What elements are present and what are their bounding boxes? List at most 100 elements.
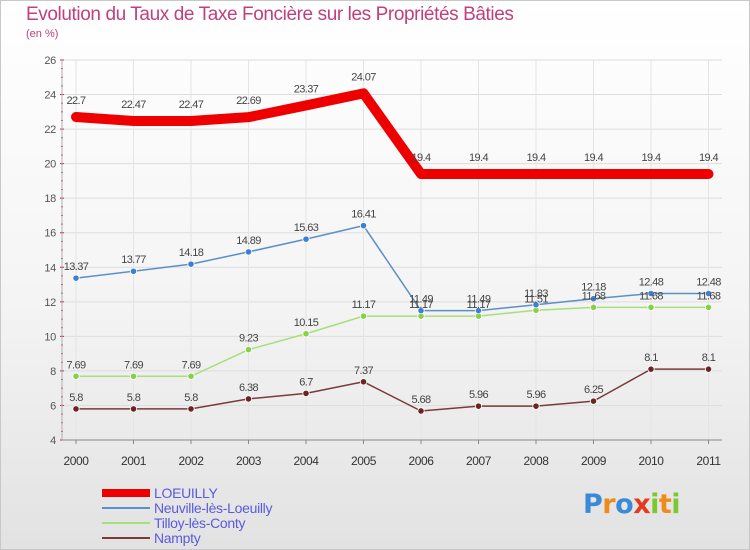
data-point — [129, 372, 138, 380]
x-tick-label: 2003 — [236, 454, 262, 468]
data-label: 19.4 — [469, 152, 488, 164]
data-label: 22.47 — [179, 99, 204, 111]
x-tick-label: 2004 — [293, 454, 319, 468]
data-label: 23.37 — [294, 83, 319, 95]
data-label: 11.49 — [409, 294, 433, 306]
data-label: 19.4 — [411, 152, 430, 164]
data-label: 5.68 — [411, 394, 430, 406]
x-tick-label: 2010 — [638, 454, 664, 468]
y-tick-label: 14 — [44, 262, 56, 274]
logo-letter: i — [671, 489, 681, 520]
data-label: 12.48 — [639, 277, 664, 289]
data-label: 14.89 — [236, 235, 261, 247]
data-label: 7.69 — [66, 359, 85, 371]
data-point — [359, 378, 368, 386]
data-point — [72, 405, 80, 413]
y-tick-label: 4 — [50, 435, 56, 447]
data-label: 22.7 — [66, 95, 85, 107]
data-label: 8.1 — [702, 352, 716, 364]
data-label: 5.8 — [127, 392, 141, 404]
data-point — [244, 248, 253, 256]
data-label: 19.4 — [641, 152, 660, 164]
data-label: 6.7 — [299, 376, 313, 388]
data-point — [417, 307, 425, 315]
legend-label-nampty: Nampty — [154, 530, 201, 546]
logo-letter: P — [583, 489, 603, 520]
chart-subtitle: (en %) — [26, 28, 59, 40]
data-label: 19.4 — [699, 152, 718, 164]
data-label: 12.18 — [581, 282, 606, 294]
series-line-0 — [71, 88, 714, 179]
data-label: 11.17 — [352, 299, 376, 311]
data-label: 13.77 — [121, 254, 146, 266]
data-label: 7.69 — [124, 359, 143, 371]
data-label: 8.1 — [644, 352, 658, 364]
y-tick-label: 8 — [50, 366, 56, 378]
data-point — [704, 365, 713, 373]
data-label: 11.68 — [639, 290, 663, 302]
data-point — [359, 222, 368, 230]
data-point — [129, 267, 138, 275]
y-tick-label: 6 — [50, 400, 56, 412]
legend-swatch-tilloy — [102, 522, 150, 524]
legend-label-tilloy: Tilloy-lès-Conty — [154, 515, 246, 531]
y-tick-label: 10 — [44, 331, 56, 343]
data-label: 7.37 — [354, 365, 373, 377]
data-point — [474, 307, 483, 315]
data-point — [187, 372, 195, 380]
y-tick-label: 24 — [44, 90, 56, 102]
data-label: 11.17 — [409, 299, 433, 311]
data-label: 19.4 — [584, 152, 603, 164]
x-tick-label: 2008 — [523, 454, 549, 468]
data-label: 12.48 — [696, 277, 721, 289]
data-point — [532, 301, 540, 309]
data-point — [302, 330, 310, 338]
data-label: 15.63 — [294, 222, 319, 234]
logo-letter: o — [615, 489, 634, 520]
data-label: 11.68 — [697, 290, 721, 302]
data-point — [589, 295, 598, 303]
x-tick-label: 2011 — [696, 454, 721, 468]
data-point — [72, 274, 80, 282]
data-point — [244, 346, 253, 354]
data-label: 11.51 — [524, 293, 548, 305]
y-tick-label: 20 — [44, 159, 56, 171]
y-tick-label: 18 — [44, 193, 56, 205]
data-point — [72, 372, 80, 380]
data-point — [647, 289, 655, 298]
x-tick-label: 2009 — [581, 454, 607, 468]
proxiti-logo: Proxiti — [583, 489, 681, 520]
data-point — [129, 405, 138, 413]
data-point — [589, 397, 598, 405]
logo-letter: x — [633, 489, 651, 520]
data-label: 22.69 — [236, 95, 261, 107]
data-label: 22.47 — [121, 99, 146, 111]
legend-label-loeuilly: LOEUILLY — [154, 485, 218, 501]
data-label: 6.38 — [239, 382, 258, 394]
data-label: 11.17 — [467, 299, 491, 311]
data-label: 19.4 — [526, 152, 545, 164]
x-tick-label: 2002 — [178, 454, 204, 468]
data-point — [417, 407, 425, 415]
series-line-2 — [75, 306, 710, 378]
data-label: 24.07 — [351, 71, 376, 83]
x-tick-label: 2005 — [351, 454, 377, 468]
data-point — [704, 289, 713, 298]
data-label: 9.23 — [239, 333, 258, 345]
x-tick-label: 2001 — [121, 454, 147, 468]
data-label: 13.37 — [64, 261, 89, 273]
y-tick-label: 22 — [44, 124, 56, 136]
data-label: 16.41 — [351, 209, 376, 221]
legend-label-neuville: Neuville-lès-Loeuilly — [154, 500, 273, 516]
data-point — [187, 260, 195, 268]
data-point — [647, 365, 655, 373]
data-label: 11.49 — [467, 294, 491, 306]
data-point — [302, 389, 310, 397]
x-tick-label: 2006 — [408, 454, 434, 468]
legend-swatch-loeuilly — [102, 489, 150, 497]
series-line-3 — [75, 368, 710, 412]
data-label: 5.96 — [526, 389, 545, 401]
data-point — [647, 303, 655, 311]
